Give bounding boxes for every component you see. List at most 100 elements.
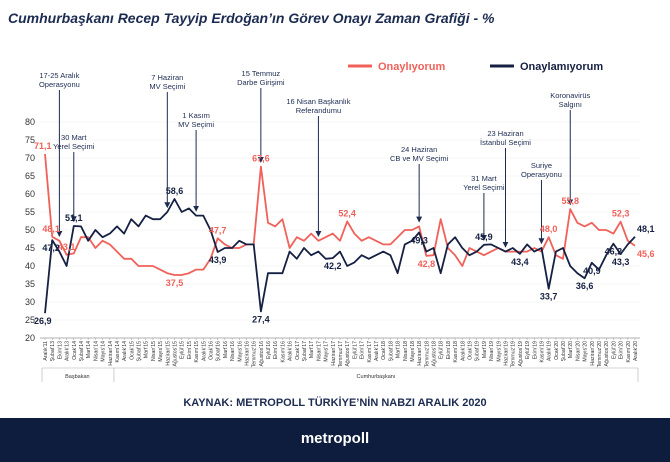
y-tick-label: 20 bbox=[25, 333, 35, 343]
x-tick-label: Ağustos'18 bbox=[432, 341, 438, 367]
x-tick-label: Şubat'17 bbox=[302, 341, 308, 361]
data-label: 58,6 bbox=[166, 186, 184, 196]
data-label: 36,6 bbox=[576, 281, 594, 291]
y-tick-label: 45 bbox=[25, 243, 35, 253]
x-tick-label: Nisan'18 bbox=[403, 341, 409, 361]
x-tick-label: Aralık'15 bbox=[201, 341, 207, 361]
x-tick-label: Nisan'15 bbox=[151, 341, 157, 361]
chart-legend: Onaylıyorum Onaylamıyorum bbox=[348, 61, 603, 73]
x-tick-label: Şubat'19 bbox=[475, 341, 481, 361]
x-tick-label: Temmuz'17 bbox=[338, 341, 344, 367]
y-tick-label: 40 bbox=[25, 261, 35, 271]
y-tick-label: 65 bbox=[25, 171, 35, 181]
x-tick-label: Aralık'11 bbox=[43, 341, 49, 361]
event-annotation: 15 Temmuz Darbe Girişimi bbox=[237, 69, 285, 87]
x-tick-label: Şubat'13 bbox=[50, 341, 56, 361]
event-annotation: 24 Haziran CB ve MV Seçimi bbox=[390, 145, 449, 163]
data-label: 51,1 bbox=[65, 213, 83, 223]
x-tick-label: Kasım'17 bbox=[367, 341, 373, 363]
x-tick-label: Haziran'15 bbox=[165, 341, 171, 366]
x-tick-label: Eylül'19 bbox=[525, 341, 531, 359]
x-tick-label: Ocak'16 bbox=[208, 341, 214, 360]
event-annotation: 17-25 Aralık Operasyonu bbox=[39, 71, 80, 89]
data-label: 27,4 bbox=[252, 314, 270, 324]
data-label: 52,4 bbox=[338, 208, 356, 218]
x-tick-label: Mart'16 bbox=[223, 341, 229, 358]
x-tick-label: Temmuz'16 bbox=[252, 341, 258, 367]
y-tick-label: 70 bbox=[25, 153, 35, 163]
y-tick-label: 55 bbox=[25, 207, 35, 217]
data-label: 49,3 bbox=[410, 236, 428, 246]
x-tick-label: Kasım'18 bbox=[453, 341, 459, 363]
x-tick-label: Şubat'18 bbox=[388, 341, 394, 361]
x-tick-label: Aralık'13 bbox=[65, 341, 71, 361]
x-tick-label: Mayıs'14 bbox=[101, 341, 107, 362]
x-tick-label: Şubat'20 bbox=[561, 341, 567, 361]
x-tick-label: Ekim'19 bbox=[532, 341, 538, 359]
x-tick-label: Eylül'16 bbox=[266, 341, 272, 359]
data-label: 40,9 bbox=[583, 266, 601, 276]
x-tick-label: Aralık'20 bbox=[633, 341, 639, 361]
legend-label-onayliyorum: Onaylıyorum bbox=[378, 61, 445, 73]
data-label: 42,2 bbox=[324, 261, 342, 271]
x-tick-label: Aralık'17 bbox=[374, 341, 380, 361]
event-annotation: 1 Kasım MV Seçimi bbox=[178, 111, 214, 129]
x-tick-label: Haziran'19 bbox=[503, 341, 509, 366]
event-annotation: 16 Nisan Başkanlık Referandumu bbox=[286, 97, 350, 115]
x-tick-label: Ocak'20 bbox=[554, 341, 560, 360]
x-tick-label: Ağustos'19 bbox=[518, 341, 524, 367]
x-tick-label: Ocak'17 bbox=[295, 341, 301, 360]
x-tick-label: Nisan'16 bbox=[230, 341, 236, 361]
event-annotation: Suriye Operasyonu bbox=[521, 161, 562, 179]
x-tick-label: Ağustos'17 bbox=[345, 341, 351, 367]
x-tick-label: Aralık'16 bbox=[288, 341, 294, 361]
x-tick-label: Ekim'18 bbox=[446, 341, 452, 359]
y-tick-label: 75 bbox=[25, 135, 35, 145]
x-tick-label: Mayıs'19 bbox=[496, 341, 502, 362]
x-tick-label: Temmuz'20 bbox=[597, 341, 603, 367]
x-tick-label: Mayıs'15 bbox=[158, 341, 164, 362]
x-tick-label: Şubat'15 bbox=[137, 341, 143, 361]
x-tick-label: Kasım'19 bbox=[539, 341, 545, 363]
x-tick-label: Nisan'17 bbox=[316, 341, 322, 361]
period-label: Cumhurbaşkanı bbox=[357, 374, 396, 380]
x-tick-label: Aralık'18 bbox=[460, 341, 466, 361]
brand-logo: metropoll bbox=[300, 430, 370, 447]
data-label: 43,3 bbox=[612, 257, 630, 267]
x-tick-label: Kasım'15 bbox=[194, 341, 200, 363]
event-annotation: 7 Haziran MV Seçimi bbox=[149, 73, 185, 91]
series-line-onaylamiyorum bbox=[44, 198, 636, 314]
x-tick-label: Ekim'20 bbox=[619, 341, 625, 359]
x-tick-label: Aralık'14 bbox=[122, 341, 128, 361]
y-tick-label: 50 bbox=[25, 225, 35, 235]
x-tick-label: Ekim'17 bbox=[360, 341, 366, 359]
data-label: 52,3 bbox=[612, 209, 630, 219]
data-label: 45,9 bbox=[475, 232, 493, 242]
data-label: 71,1 bbox=[34, 141, 52, 151]
period-label: Başbakan bbox=[65, 374, 89, 380]
event-annotation: 31 Mart Yerel Seçimi bbox=[463, 174, 505, 192]
y-tick-label: 35 bbox=[25, 279, 35, 289]
x-tick-label: Ocak'15 bbox=[129, 341, 135, 360]
x-tick-label: Haziran'16 bbox=[244, 341, 250, 366]
data-label: 48,0 bbox=[540, 224, 558, 234]
x-tick-label: Aralık'19 bbox=[547, 341, 553, 361]
y-tick-label: 60 bbox=[25, 189, 35, 199]
source-note: KAYNAK: METROPOLL TÜRKİYE’NİN NABZI ARAL… bbox=[183, 397, 487, 409]
x-tick-label: Kasım'14 bbox=[115, 341, 121, 363]
footer-bar: metropoll bbox=[0, 418, 670, 462]
x-tick-label: Temmuz'18 bbox=[424, 341, 430, 367]
data-label: 26,9 bbox=[34, 316, 52, 326]
x-tick-label: Eylül'15 bbox=[180, 341, 186, 359]
x-tick-label: Mart'20 bbox=[568, 341, 574, 358]
data-label: 46,2 bbox=[605, 247, 623, 257]
x-tick-label: Ekim'15 bbox=[187, 341, 193, 359]
data-label: 43,9 bbox=[209, 255, 227, 265]
x-tick-label: Haziran'17 bbox=[331, 341, 337, 366]
x-tick-label: Ocak'14 bbox=[72, 341, 78, 360]
x-tick-label: Eylül'20 bbox=[611, 341, 617, 359]
x-tick-label: Şubat'14 bbox=[79, 341, 85, 361]
x-tick-label: Eylül'18 bbox=[439, 341, 445, 359]
x-tick-label: Kasım'20 bbox=[626, 341, 632, 363]
series-line-onayliyorum bbox=[44, 153, 636, 276]
